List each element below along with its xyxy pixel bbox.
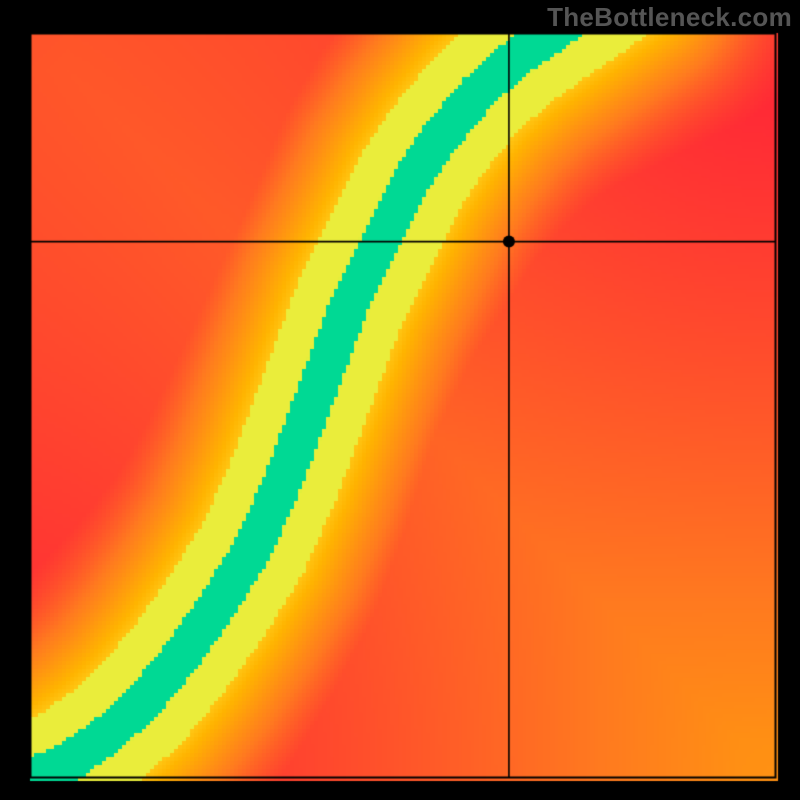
watermark-text: TheBottleneck.com <box>547 2 792 33</box>
heatmap-canvas <box>0 0 800 800</box>
